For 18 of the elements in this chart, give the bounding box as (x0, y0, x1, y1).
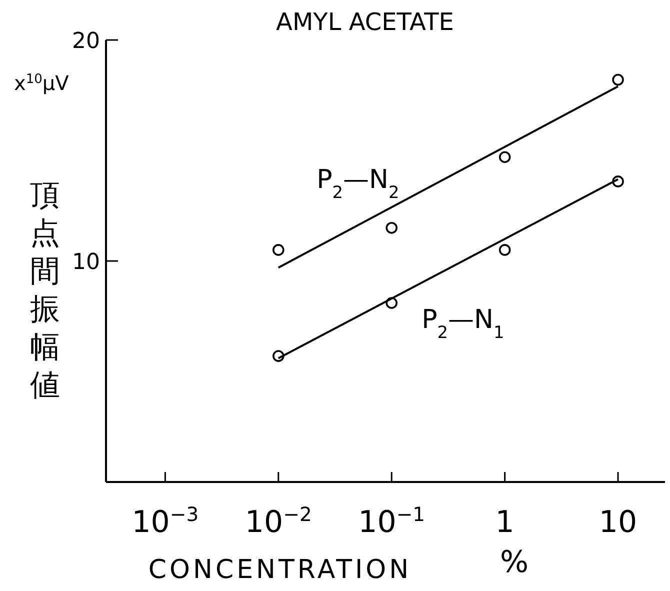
x-tick-label: 10$^{−2}$ (244, 502, 312, 540)
x-tick-label: 10$^{−3}$ (132, 502, 199, 540)
x-axis-title: CONCENTRATION (148, 555, 412, 585)
point (498, 244, 511, 256)
series-label: P$_{2}$—N$_{1}$ (422, 304, 504, 342)
point (272, 244, 284, 256)
y-axis-title: 頂点間振幅値 (30, 178, 60, 403)
chart-title: AMYL ACETATE (276, 8, 454, 36)
x-tick-label: 10$^{−1}$ (358, 502, 426, 540)
text: x$^{10}$μV (14, 71, 70, 95)
x-tick-label: 1 (495, 505, 514, 540)
point (612, 74, 624, 86)
y-tick-label: 20 (72, 29, 100, 54)
series-label: P$_{2}$—N$_{2}$ (316, 164, 400, 202)
text: % (500, 545, 529, 580)
point (386, 222, 398, 234)
x-tick-label: 10 (598, 505, 638, 540)
point (498, 151, 511, 164)
